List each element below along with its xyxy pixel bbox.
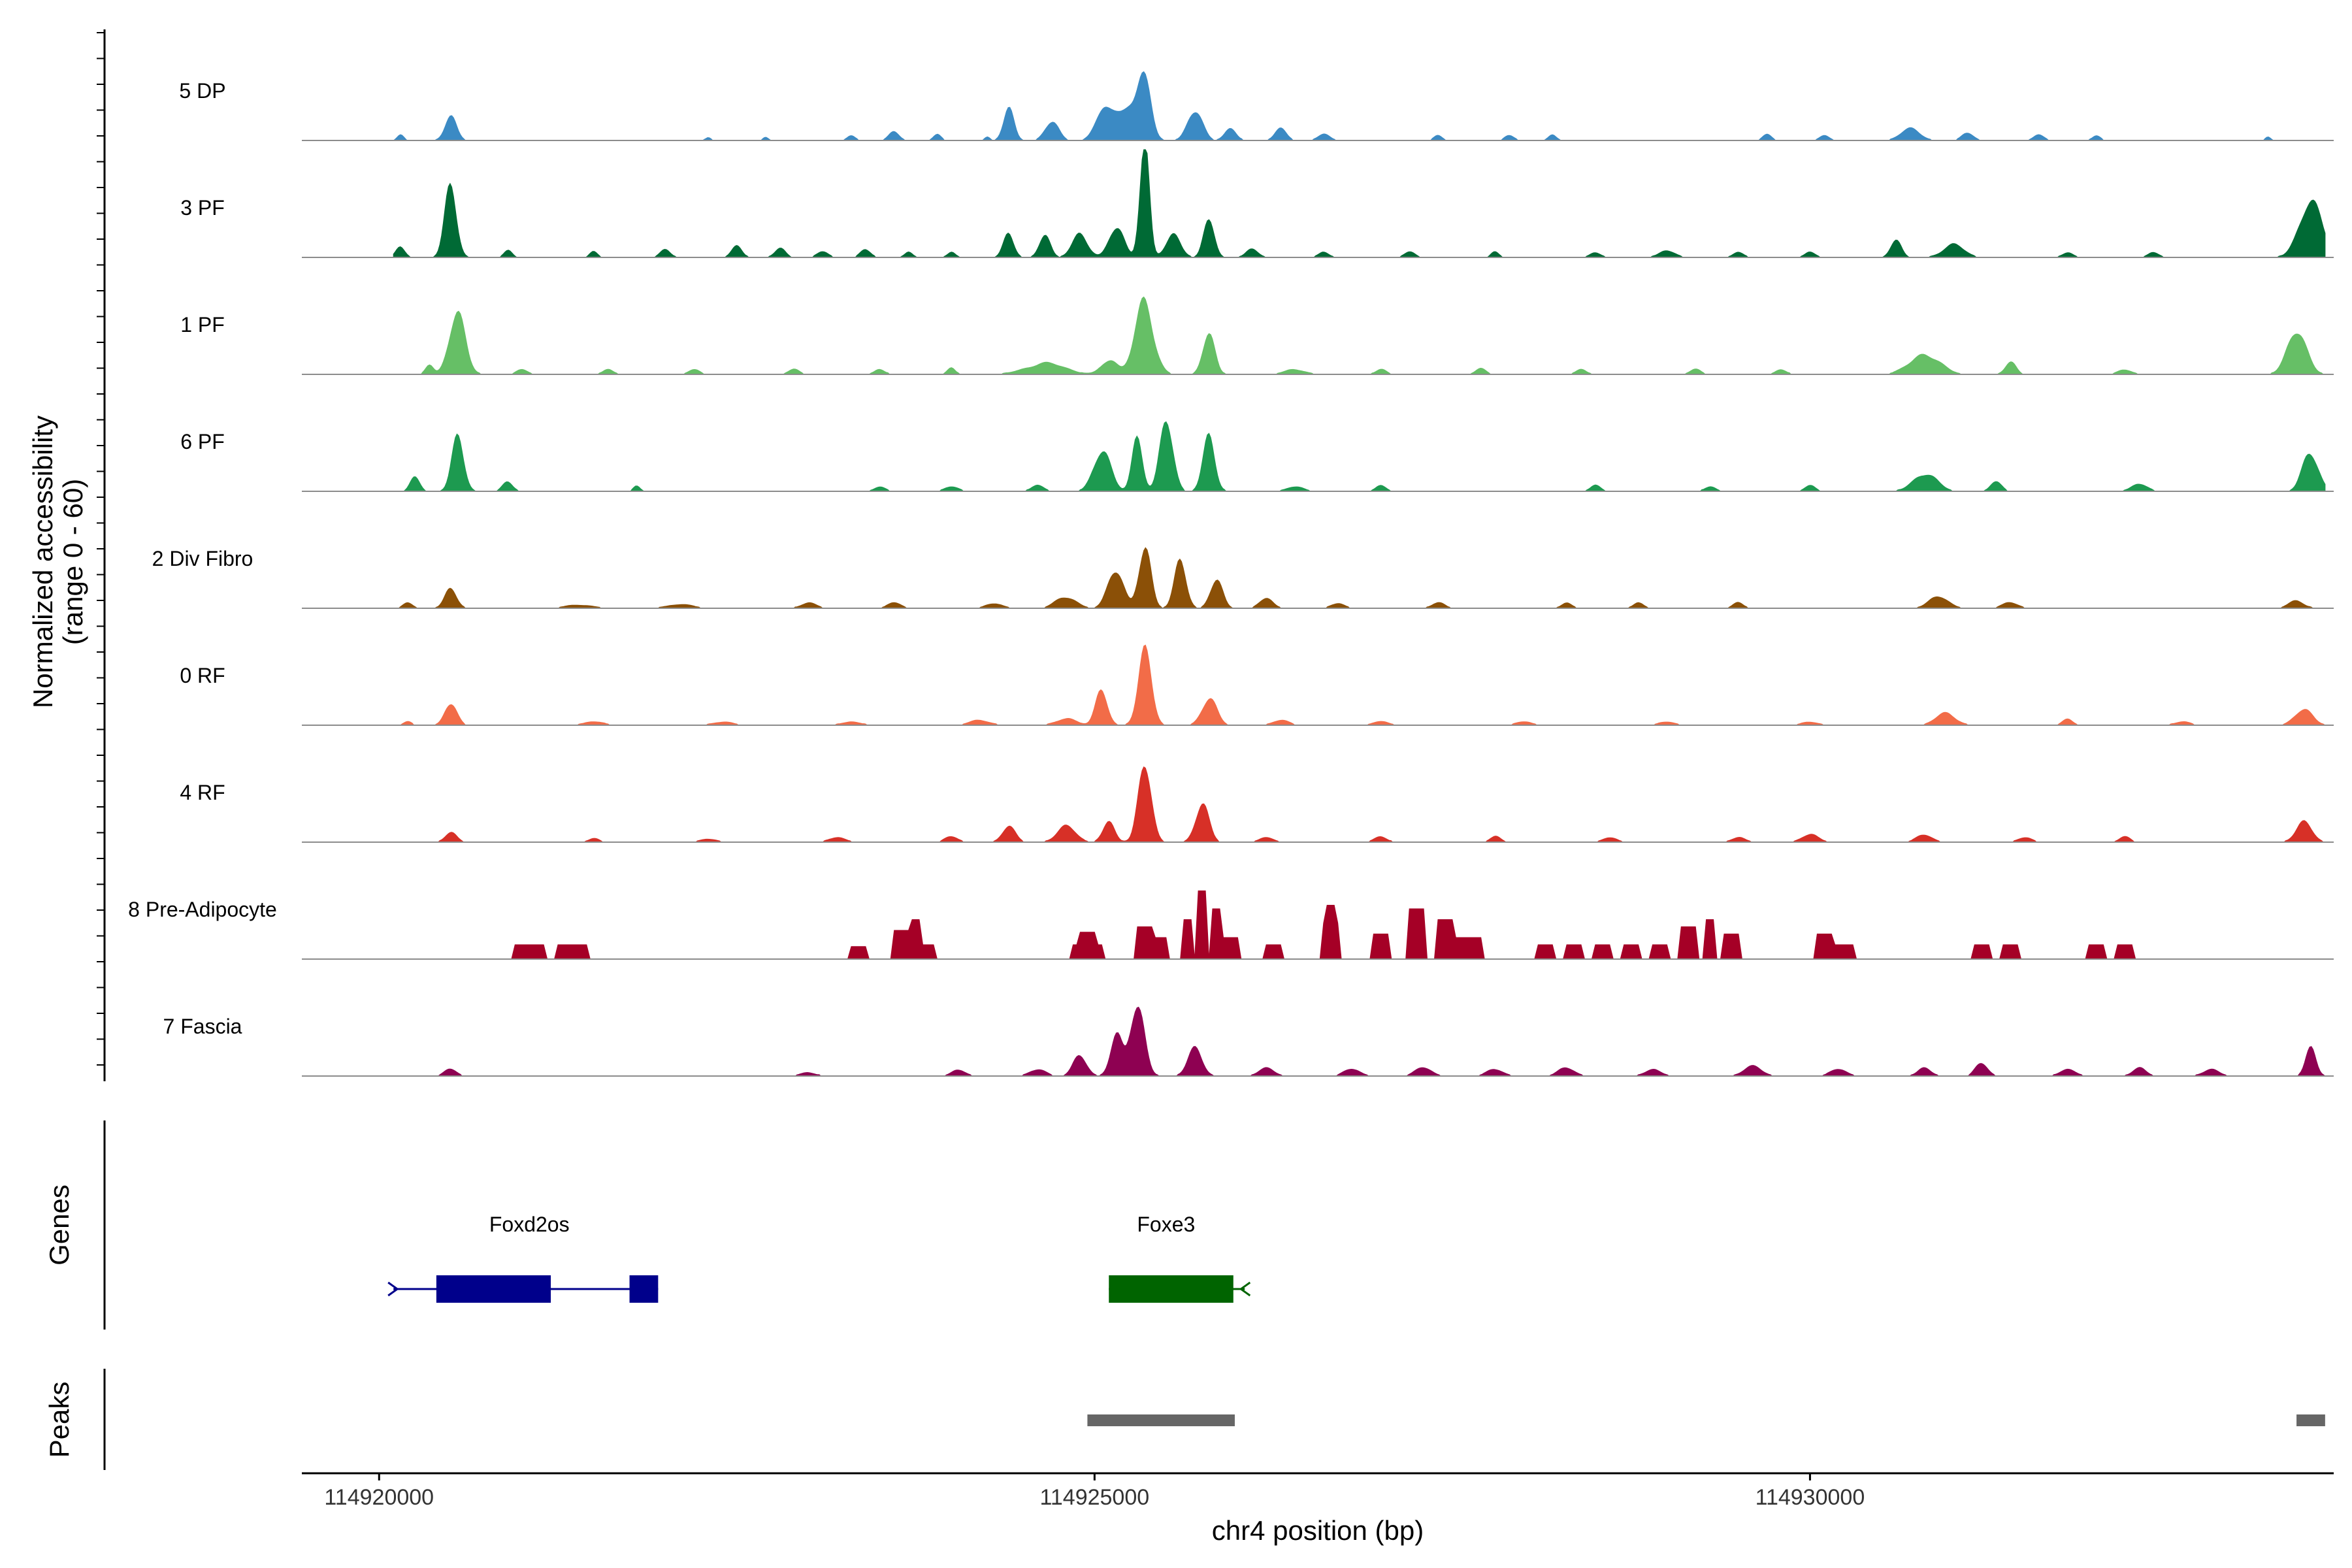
coverage-tracks: 5 DP 3 PF 1 PF 6 PF 2 Div Fibro 0 RF 4 RF 8 Pre… — [128, 71, 2334, 1077]
strand-arrow — [387, 1281, 399, 1297]
gene-foxd2os: Foxd2os — [387, 1213, 659, 1303]
track-4-rf: 4 RF — [180, 766, 2334, 843]
track-0-rf: 0 RF — [180, 644, 2334, 726]
coverage-area — [393, 766, 2325, 843]
peak-region — [1087, 1414, 1235, 1426]
strand-arrow — [1239, 1281, 1251, 1297]
coverage-area — [393, 421, 2326, 492]
track-label: 7 Fascia — [163, 1015, 242, 1038]
gene-name: Foxd2os — [489, 1213, 570, 1236]
track-6-pf: 6 PF — [180, 421, 2334, 492]
track-label: 8 Pre-Adipocyte — [128, 898, 277, 921]
coverage-area — [393, 149, 2326, 258]
peaks-track-label: Peaks — [44, 1382, 74, 1458]
x-tick-label: 114925000 — [1040, 1485, 1150, 1510]
x-tick-label: 114920000 — [324, 1485, 434, 1510]
y-axis-title: Normalized accessibility (range 0 - 60) — [27, 416, 88, 708]
track-2-div-fibro: 2 Div Fibro — [152, 547, 2334, 609]
coverage-area — [393, 296, 2325, 375]
gene-annotations: Foxd2os Foxe3 — [387, 1213, 1251, 1303]
gene-exon — [629, 1275, 659, 1303]
track-label: 4 RF — [180, 781, 225, 804]
track-label: 5 DP — [179, 79, 225, 103]
gene-exon — [1109, 1275, 1233, 1303]
x-tick-label: 114930000 — [1756, 1485, 1865, 1510]
track-label: 1 PF — [180, 313, 225, 336]
genes-track-label: Genes — [44, 1184, 74, 1266]
track-1-pf: 1 PF — [180, 296, 2334, 375]
coverage-area — [393, 890, 2325, 960]
peak-regions — [1087, 1414, 2325, 1426]
y-axis-title-line1: Normalized accessibility — [27, 416, 58, 708]
track-label: 6 PF — [180, 430, 225, 453]
x-axis-title: chr4 position (bp) — [1212, 1515, 1424, 1546]
coverage-y-ticks — [97, 32, 105, 1066]
track-8-pre-adipocyte: 8 Pre-Adipocyte — [128, 890, 2334, 960]
track-5-dp: 5 DP — [179, 71, 2334, 141]
x-axis-ticks: 114920000 114925000 114930000 — [324, 1473, 1865, 1510]
track-label: 3 PF — [180, 196, 225, 220]
track-label: 0 RF — [180, 664, 225, 687]
coverage-area — [393, 547, 2325, 609]
gene-exon — [436, 1275, 551, 1303]
track-3-pf: 3 PF — [180, 149, 2334, 258]
track-label: 2 Div Fibro — [152, 547, 253, 570]
coverage-area — [392, 71, 2325, 141]
gene-name: Foxe3 — [1137, 1213, 1195, 1236]
peak-region — [2296, 1414, 2325, 1426]
track-7-fascia: 7 Fascia — [163, 1006, 2334, 1077]
coverage-area — [393, 1006, 2327, 1077]
y-axis-title-line2: (range 0 - 60) — [57, 479, 88, 645]
gene-foxe3: Foxe3 — [1109, 1213, 1251, 1303]
coverage-area — [393, 644, 2327, 726]
